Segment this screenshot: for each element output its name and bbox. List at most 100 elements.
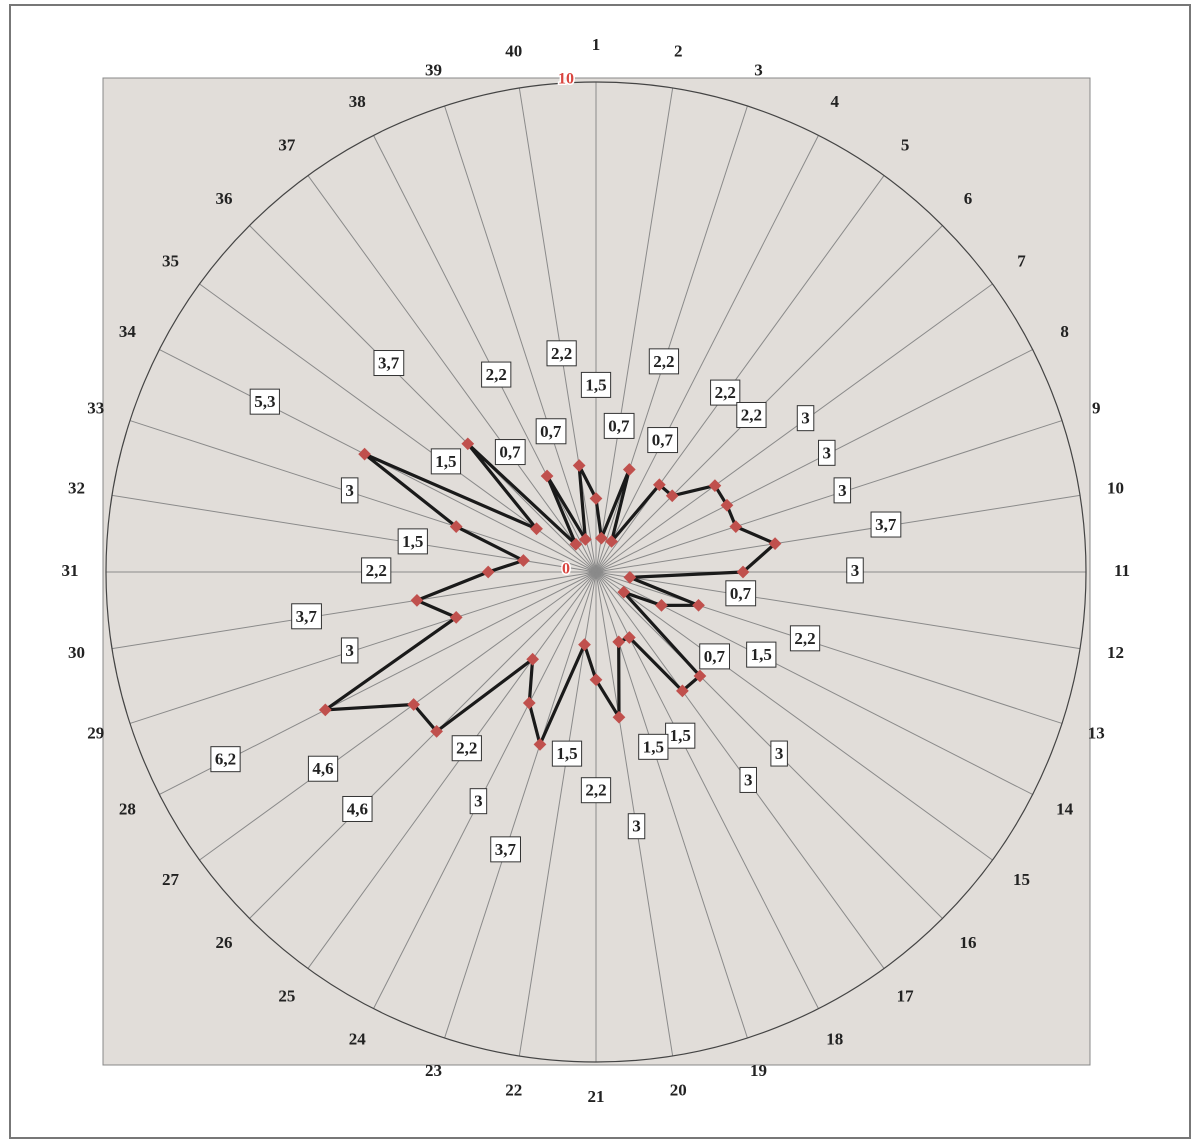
value-label-bg (580, 777, 612, 804)
value-label-bg (796, 405, 815, 432)
value-label: 2,2 (486, 365, 507, 384)
value-label: 1,5 (435, 452, 456, 471)
value-label-box: 0,7 (494, 439, 526, 466)
value-label-box: 3,7 (291, 603, 322, 630)
value-label: 1,5 (643, 737, 664, 756)
category-label: 4 (831, 92, 840, 111)
value-label-box: 6,2 (210, 746, 241, 773)
value-label-box: 3 (739, 766, 757, 793)
value-label-bg (490, 836, 521, 863)
category-label: 38 (349, 92, 366, 111)
value-label-bg (699, 643, 730, 670)
value-label-bg (580, 371, 612, 398)
value-label-box: 2,2 (361, 557, 392, 584)
value-label-box: 3 (627, 813, 646, 840)
labels: 1 234567891011121314151617181920212223242… (62, 35, 1131, 1106)
spoke (595, 105, 748, 573)
spoke (444, 105, 597, 573)
value-label-box: 2,2 (546, 340, 577, 367)
value-label: 2,2 (715, 383, 736, 402)
value-label-box: 3 (818, 439, 836, 466)
category-label: 1 (592, 35, 601, 54)
category-label: 7 (1017, 252, 1026, 271)
spoke (518, 571, 597, 1057)
value-label-box: 2,2 (736, 401, 767, 428)
value-label-bg (430, 448, 462, 475)
value-label-bg (739, 766, 757, 793)
spoke (307, 175, 597, 573)
value-label-bg (710, 379, 741, 406)
value-label: 5,3 (254, 392, 275, 411)
spoke (595, 571, 993, 861)
category-label: 8 (1060, 322, 1069, 341)
value-label-box: 3 (340, 637, 359, 664)
value-label: 4,6 (347, 799, 368, 818)
value-label: 0,7 (730, 584, 752, 603)
value-label-box: 0,7 (647, 427, 679, 454)
value-label-box: 2,2 (710, 379, 741, 406)
spoke (595, 571, 943, 919)
category-label: 16 (959, 933, 976, 952)
grid-ring (105, 81, 1087, 1063)
value-label-bg (373, 350, 405, 377)
value-label-bg (818, 439, 836, 466)
value-label-box: 3 (846, 557, 864, 584)
spoke (373, 135, 597, 573)
spoke (595, 283, 993, 573)
value-label-bg (481, 361, 512, 388)
category-label: 15 (1013, 870, 1030, 889)
value-label-box: 3,7 (870, 511, 902, 538)
value-label: 3 (775, 744, 784, 763)
value-label-bg (770, 740, 788, 767)
category-label: 30 (68, 643, 85, 662)
value-label-bg (648, 348, 680, 375)
value-label-box: 3 (796, 405, 815, 432)
value-label: 1,5 (402, 532, 423, 551)
value-label-bg (469, 788, 488, 815)
category-label: 9 (1092, 398, 1101, 417)
value-label: 2,2 (794, 629, 815, 648)
value-label-box: 1,5 (551, 740, 583, 767)
value-label: 3,7 (378, 354, 400, 373)
category-label: 2 (674, 41, 683, 60)
category-label: 31 (62, 561, 79, 580)
spoke (595, 494, 1081, 573)
value-label: 0,7 (499, 443, 521, 462)
value-label-bg (451, 735, 482, 762)
category-label: 27 (162, 870, 180, 889)
value-label-box: 0,7 (725, 580, 757, 607)
category-label: 34 (119, 322, 137, 341)
category-label: 21 (588, 1087, 605, 1106)
value-label-box: 2,2 (789, 625, 821, 652)
value-label-box: 4,6 (342, 795, 373, 822)
category-label: 33 (87, 398, 104, 417)
value-label-bg (535, 418, 567, 445)
category-label: 23 (425, 1061, 442, 1080)
marker (461, 437, 475, 451)
value-label-bg (249, 388, 280, 415)
value-label-bg (736, 401, 767, 428)
value-label: 2,2 (653, 352, 674, 371)
r-tick-label: 0 (562, 561, 570, 578)
category-label: 3 (754, 61, 763, 80)
value-label-bg (627, 813, 646, 840)
value-label-box: 3 (833, 477, 852, 504)
value-label: 3 (838, 481, 847, 500)
category-label: 35 (162, 252, 179, 271)
spoke (199, 571, 597, 861)
category-label: 22 (505, 1080, 522, 1099)
spoke (595, 349, 1033, 573)
spoke (595, 571, 819, 1009)
value-label: 3,7 (296, 607, 318, 626)
spoke (595, 87, 674, 573)
value-label-bg (846, 557, 864, 584)
category-label: 40 (505, 41, 522, 60)
value-label-box: 1,5 (397, 528, 428, 555)
category-label: 24 (349, 1030, 367, 1049)
r-tick-label: 10 (558, 71, 574, 88)
category-label: 5 (901, 135, 910, 154)
marker (358, 447, 371, 461)
value-label: 3 (632, 817, 641, 836)
value-label-bg (494, 439, 526, 466)
spoke (111, 571, 597, 650)
